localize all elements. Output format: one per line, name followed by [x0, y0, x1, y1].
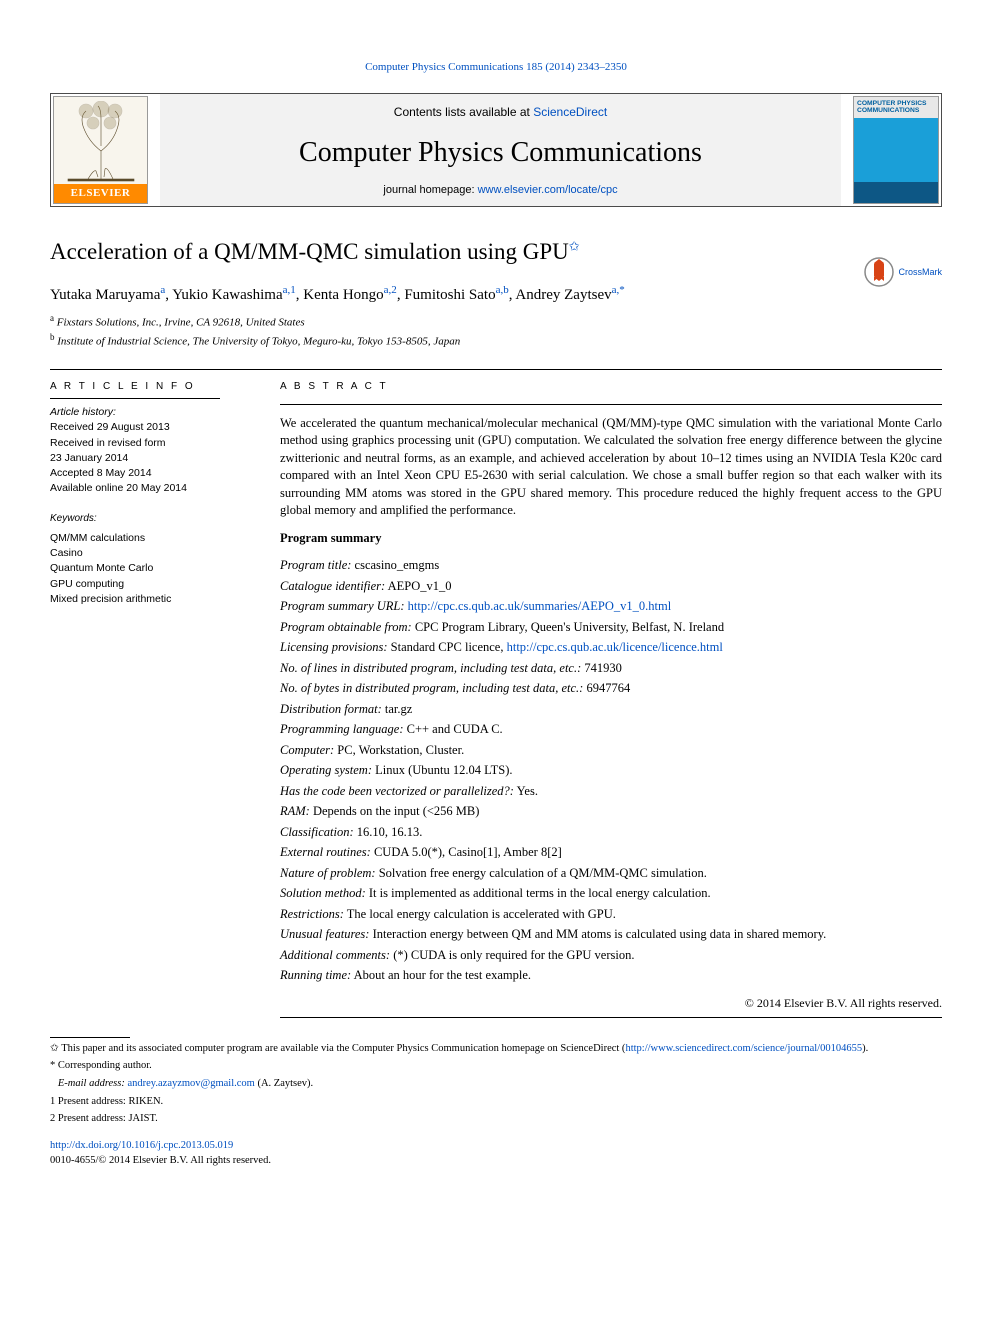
ps-item-14: External routines: CUDA 5.0(*), Casino[1…: [280, 844, 942, 862]
ps-item-9: Computer: PC, Workstation, Cluster.: [280, 742, 942, 760]
received-date: Received 29 August 2013: [50, 420, 220, 435]
footnote-sciencedirect-link[interactable]: http://www.sciencedirect.com/science/jou…: [625, 1043, 862, 1054]
footnotes: ✩ This paper and its associated computer…: [50, 1037, 942, 1169]
author-5: , Andrey Zaytsev: [509, 287, 612, 303]
keywords-heading: Keywords:: [50, 512, 220, 527]
author-2: , Yukio Kawashima: [165, 287, 282, 303]
ps-item-17: Restrictions: The local energy calculati…: [280, 906, 942, 924]
accepted-date: Accepted 8 May 2014: [50, 466, 220, 481]
keyword-1: Casino: [50, 546, 220, 561]
journal-header-center: Contents lists available at ScienceDirec…: [160, 94, 841, 206]
contents-line: Contents lists available at ScienceDirec…: [180, 104, 821, 121]
sciencedirect-link[interactable]: ScienceDirect: [533, 105, 607, 119]
author-3-aff[interactable]: a,2: [384, 284, 397, 296]
ps-item-1: Catalogue identifier: AEPO_v1_0: [280, 578, 942, 596]
journal-title: Computer Physics Communications: [180, 133, 821, 172]
article-info-heading: A R T I C L E I N F O: [50, 380, 220, 395]
homepage-link[interactable]: www.elsevier.com/locate/cpc: [478, 184, 618, 196]
author-3: , Kenta Hongo: [296, 287, 384, 303]
ps-item-19: Additional comments: (*) CUDA is only re…: [280, 947, 942, 965]
page-container: Computer Physics Communications 185 (201…: [0, 0, 992, 1198]
homepage-prefix: journal homepage:: [383, 184, 477, 196]
author-1: Yutaka Maruyama: [50, 287, 160, 303]
cover-title: COMPUTER PHYSICS COMMUNICATIONS: [857, 100, 926, 114]
citation-link[interactable]: Computer Physics Communications 185 (201…: [365, 61, 627, 73]
footnote-1: 1 Present address: RIKEN.: [50, 1095, 942, 1110]
copyright-line: © 2014 Elsevier B.V. All rights reserved…: [280, 995, 942, 1012]
citation-line: Computer Physics Communications 185 (201…: [50, 60, 942, 75]
elsevier-text: ELSEVIER: [54, 186, 147, 201]
email-link[interactable]: andrey.azayzmov@gmail.com: [125, 1078, 255, 1089]
ps-item-11: Has the code been vectorized or parallel…: [280, 783, 942, 801]
author-4-aff[interactable]: a,b: [496, 284, 509, 296]
divider-top: [50, 369, 942, 370]
revised-date: Received in revised form 23 January 2014: [50, 436, 220, 466]
ps-licence-url[interactable]: http://cpc.cs.qub.ac.uk/licence/licence.…: [507, 640, 723, 654]
ps-item-10: Operating system: Linux (Ubuntu 12.04 LT…: [280, 762, 942, 780]
info-abstract-row: A R T I C L E I N F O Article history: R…: [50, 380, 942, 1019]
ps-item-4: Licensing provisions: Standard CPC licen…: [280, 639, 942, 657]
history-label: Article history:: [50, 405, 220, 420]
program-summary: Program summary Program title: cscasino_…: [280, 530, 942, 985]
journal-cover-thumbnail[interactable]: COMPUTER PHYSICS COMMUNICATIONS: [853, 96, 939, 204]
abstract-column: A B S T R A C T We accelerated the quant…: [280, 380, 942, 1019]
elsevier-logo[interactable]: ELSEVIER: [53, 96, 148, 204]
doi-link[interactable]: http://dx.doi.org/10.1016/j.cpc.2013.05.…: [50, 1140, 233, 1151]
crossmark-label: CrossMark: [898, 266, 942, 279]
footnote-corresponding: * Corresponding author.: [50, 1059, 942, 1074]
footnote-email: E-mail address: andrey.azayzmov@gmail.co…: [50, 1077, 942, 1092]
authors-line: Yutaka Maruyamaa, Yukio Kawashimaa,1, Ke…: [50, 283, 942, 306]
ps-item-13: Classification: 16.10, 16.13.: [280, 824, 942, 842]
divider-info: [50, 398, 220, 399]
ps-item-5: No. of lines in distributed program, inc…: [280, 660, 942, 678]
article-info-column: A R T I C L E I N F O Article history: R…: [50, 380, 220, 607]
ps-item-15: Nature of problem: Solvation free energy…: [280, 865, 942, 883]
abstract-p1: We accelerated the quantum mechanical/mo…: [280, 415, 942, 520]
footnote-2: 2 Present address: JAIST.: [50, 1112, 942, 1127]
journal-header: ELSEVIER Contents lists available at Sci…: [50, 93, 942, 207]
divider-abstract: [280, 404, 942, 405]
title-footnote-marker[interactable]: ✩: [569, 239, 580, 254]
ps-item-2: Program summary URL: http://cpc.cs.qub.a…: [280, 598, 942, 616]
ps-item-3: Program obtainable from: CPC Program Lib…: [280, 619, 942, 637]
homepage-line: journal homepage: www.elsevier.com/locat…: [180, 183, 821, 198]
ps-item-12: RAM: Depends on the input (<256 MB): [280, 803, 942, 821]
keyword-2: Quantum Monte Carlo: [50, 561, 220, 576]
contents-prefix: Contents lists available at: [394, 105, 533, 119]
ps-item-6: No. of bytes in distributed program, inc…: [280, 680, 942, 698]
ps-item-8: Programming language: C++ and CUDA C.: [280, 721, 942, 739]
ps-item-18: Unusual features: Interaction energy bet…: [280, 926, 942, 944]
online-date: Available online 20 May 2014: [50, 481, 220, 496]
program-summary-title: Program summary: [280, 530, 942, 548]
footnote-star: ✩ This paper and its associated computer…: [50, 1042, 942, 1057]
ps-item-16: Solution method: It is implemented as ad…: [280, 885, 942, 903]
keyword-0: QM/MM calculations: [50, 531, 220, 546]
keyword-3: GPU computing: [50, 577, 220, 592]
author-2-aff[interactable]: a,1: [283, 284, 296, 296]
ps-item-0: Program title: cscasino_emgms: [280, 557, 942, 575]
ps-item-20: Running time: About an hour for the test…: [280, 967, 942, 985]
divider-abstract-bottom: [280, 1017, 942, 1018]
affiliation-a: a Fixstars Solutions, Inc., Irvine, CA 9…: [50, 312, 942, 331]
title-text: Acceleration of a QM/MM-QMC simulation u…: [50, 239, 569, 264]
article-header: CrossMark Acceleration of a QM/MM-QMC si…: [50, 237, 942, 350]
affiliations: a Fixstars Solutions, Inc., Irvine, CA 9…: [50, 312, 942, 350]
footnote-divider: [50, 1037, 130, 1038]
ps-summary-url[interactable]: http://cpc.cs.qub.ac.uk/summaries/AEPO_v…: [408, 599, 672, 613]
affiliation-b: b Institute of Industrial Science, The U…: [50, 331, 942, 350]
article-title: Acceleration of a QM/MM-QMC simulation u…: [50, 237, 790, 267]
doi-copyright: 0010-4655/© 2014 Elsevier B.V. All right…: [50, 1155, 271, 1166]
keyword-4: Mixed precision arithmetic: [50, 592, 220, 607]
author-4: , Fumitoshi Sato: [397, 287, 496, 303]
author-5-aff[interactable]: a,*: [612, 284, 625, 296]
elsevier-tree-icon: [58, 101, 144, 185]
doi-line: http://dx.doi.org/10.1016/j.cpc.2013.05.…: [50, 1139, 942, 1168]
ps-item-7: Distribution format: tar.gz: [280, 701, 942, 719]
crossmark-icon: [864, 257, 894, 287]
abstract-heading: A B S T R A C T: [280, 380, 942, 394]
crossmark-badge[interactable]: CrossMark: [864, 257, 942, 287]
